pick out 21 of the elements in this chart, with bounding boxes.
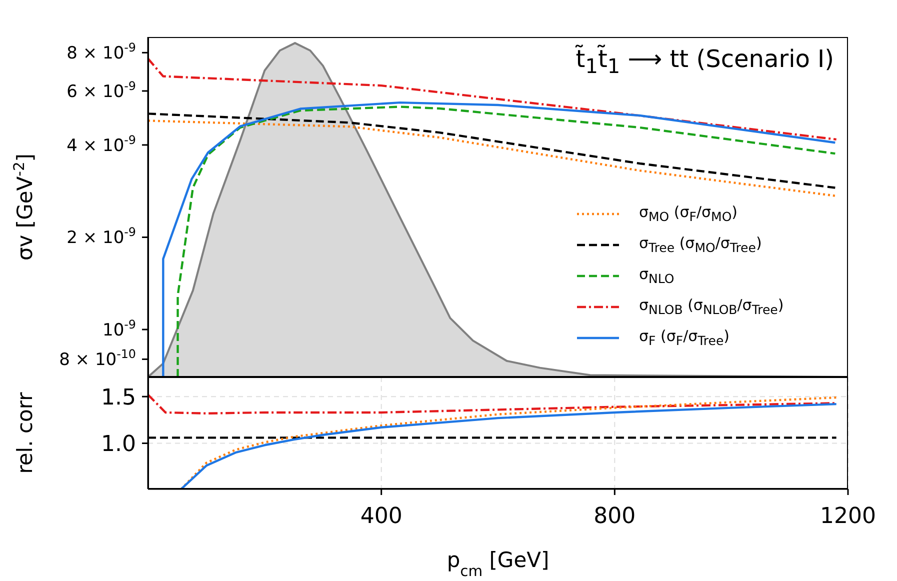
annotation: t̃$_{1}$t̃$_{1}$ ⟶ tt (Scenario I)	[576, 45, 834, 78]
x-tick-label: 800	[594, 504, 636, 529]
y-tick-label: 1.5	[101, 385, 136, 410]
y-tick-label: 4 × 10$^{-9}$	[66, 132, 136, 156]
x-axis-title: p$_{cm}$ [GeV]	[446, 548, 550, 580]
y-tick-label: 10$^{-9}$	[102, 317, 136, 340]
legend-label: σ$_{Tree}$ (σ$_{MO}$/σ$_{Tree}$)	[639, 234, 762, 255]
y-tick-label: 1.0	[101, 432, 136, 457]
legend-label: σ$_{F}$ (σ$_{F}$/σ$_{Tree}$)	[639, 327, 730, 348]
x-tick-label: 1200	[820, 504, 876, 529]
x-tick-label: 400	[360, 504, 402, 529]
y-tick-label: 8 × 10$^{-9}$	[66, 40, 136, 64]
legend-label: σ$_{NLO}$	[639, 265, 674, 286]
y-axis-title: rel. corr	[13, 392, 37, 474]
legend-label: σ$_{NLOB}$ (σ$_{NLOB}$/σ$_{Tree}$)	[639, 296, 784, 317]
y-tick-label: 6 × 10$^{-9}$	[66, 78, 136, 102]
legend-label: σ$_{MO}$ (σ$_{F}$/σ$_{MO}$)	[639, 203, 738, 224]
line-series	[148, 120, 836, 197]
y-tick-label: 8 × 10$^{-10}$	[59, 347, 136, 370]
y-tick-label: 2 × 10$^{-9}$	[66, 225, 136, 248]
line-series	[148, 394, 838, 414]
